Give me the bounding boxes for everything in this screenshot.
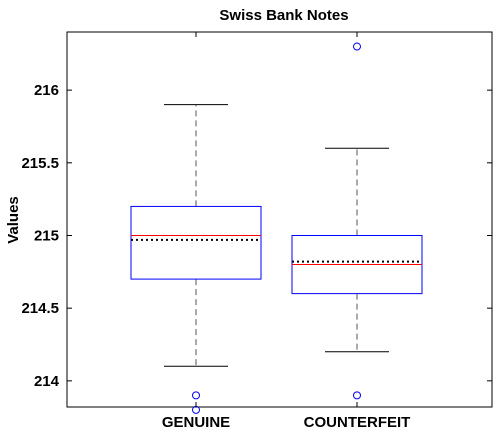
y-tick-label: 216	[34, 82, 59, 99]
outlier-point	[192, 391, 200, 400]
x-axis-category-labels: GENUINE COUNTERFEIT	[162, 32, 411, 431]
x-category-label: GENUINE	[162, 414, 230, 431]
iqr-box	[130, 205, 262, 280]
y-tick-label: 215	[34, 227, 59, 244]
box-series	[130, 42, 423, 414]
y-axis-ticks: 214 214.5 215 215.5 216	[21, 82, 492, 390]
outlier-point	[353, 42, 361, 51]
outlier-point	[353, 391, 361, 400]
y-tick-label: 215.5	[21, 155, 59, 172]
chart-title: Swiss Bank Notes	[219, 7, 348, 24]
box-genuine	[130, 104, 262, 414]
x-category-label: COUNTERFEIT	[304, 414, 411, 431]
box-counterfeit	[291, 42, 423, 400]
y-tick-label: 214.5	[21, 300, 59, 317]
y-axis-label: Values	[5, 196, 22, 244]
y-tick-label: 214	[34, 373, 60, 390]
plot-area-frame	[66, 31, 493, 408]
